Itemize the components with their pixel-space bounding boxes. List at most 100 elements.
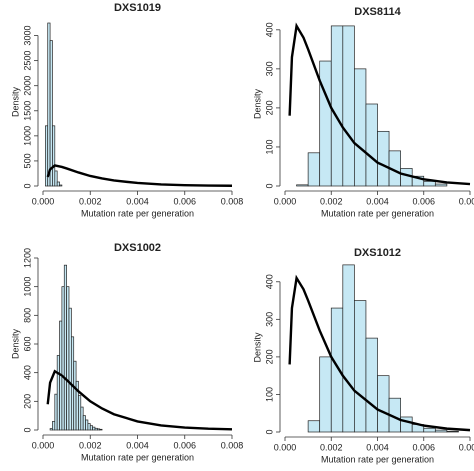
bar (354, 300, 367, 433)
x-tick-label: 0.002 (79, 440, 102, 450)
density-curve (288, 274, 471, 432)
bar (377, 375, 390, 433)
x-tick-label: 0.006 (412, 442, 435, 452)
y-tick-label: 100 (264, 139, 274, 154)
bar (342, 264, 355, 433)
bar (87, 423, 91, 431)
y-tick-label: 200 (264, 100, 274, 115)
panel-title: DXS1002 (114, 242, 161, 254)
bar (85, 419, 89, 431)
y-tick-label: 500 (22, 153, 32, 168)
bar (61, 286, 65, 431)
bar (446, 430, 459, 433)
bar (82, 415, 86, 431)
x-tick-label: 0.000 (32, 440, 55, 450)
y-tick-label: 1200 (22, 248, 32, 268)
x-tick-label: 0.006 (173, 196, 196, 206)
y-tick-label: 1000 (22, 126, 32, 146)
x-tick-label: 0.008 (459, 442, 474, 452)
y-axis-label: Density (10, 328, 20, 359)
bar (49, 428, 53, 431)
y-tick-label: 0 (264, 429, 274, 434)
bar (56, 181, 60, 187)
bar (47, 22, 51, 187)
bar (92, 426, 96, 431)
density-curve (288, 22, 471, 186)
x-tick-label: 0.008 (221, 440, 244, 450)
bar (73, 360, 77, 431)
panel: DXS1002 0.000 0.002 0.004 0.006 0.008 Mutation… (10, 242, 243, 462)
y-tick-label: 2000 (22, 76, 32, 96)
y-tick-label: 400 (264, 22, 274, 37)
x-tick-label: 0.006 (412, 196, 435, 206)
bar (330, 307, 344, 433)
y-tick-label: 200 (264, 349, 274, 364)
panel: DXS1019 0.000 0.002 0.004 0.006 0.008 Mutation… (10, 2, 243, 218)
bar (68, 307, 72, 431)
y-tick-label: 1000 (22, 277, 32, 297)
bar (365, 337, 378, 433)
bar (54, 393, 58, 431)
x-tick-label: 0.000 (32, 196, 55, 206)
panel-title: DXS8114 (354, 6, 401, 18)
panel-title: DXS1012 (354, 247, 401, 259)
bar (96, 428, 101, 431)
bar (52, 125, 56, 187)
x-tick-label: 0.000 (274, 442, 297, 452)
x-tick-label: 0.000 (274, 196, 297, 206)
y-tick-label: 0 (22, 427, 32, 432)
y-tick-label: 100 (264, 387, 274, 402)
x-axis-label: Mutation rate per generation (81, 452, 194, 462)
x-tick-label: 0.002 (79, 196, 102, 206)
y-tick-label: 3000 (22, 26, 32, 46)
y-tick-label: 400 (22, 365, 32, 380)
bar (52, 421, 56, 431)
bar (63, 264, 67, 431)
y-tick-label: 200 (22, 394, 32, 409)
bar (434, 183, 448, 187)
y-tick-label: 400 (264, 274, 274, 289)
bar (307, 420, 321, 433)
bar (59, 184, 63, 187)
y-tick-label: 600 (22, 336, 32, 351)
density-curve (46, 164, 233, 187)
bar (330, 25, 344, 187)
y-tick-label: 800 (22, 308, 32, 323)
x-tick-label: 0.004 (366, 196, 389, 206)
x-axis-label: Mutation rate per generation (321, 208, 434, 218)
y-axis-label: Density (252, 88, 262, 119)
y-axis-label: Density (10, 86, 20, 117)
bar (319, 60, 332, 187)
bar (307, 152, 321, 187)
x-tick-label: 0.002 (320, 196, 343, 206)
bar (49, 40, 53, 187)
density-curve (46, 369, 233, 431)
bar (365, 103, 378, 187)
bar (319, 356, 332, 433)
x-tick-label: 0.008 (459, 196, 474, 206)
bar (89, 425, 93, 431)
y-tick-label: 0 (22, 183, 32, 188)
y-axis-label: Density (252, 332, 262, 363)
y-tick-label: 1500 (22, 101, 32, 121)
x-tick-label: 0.006 (173, 440, 196, 450)
x-tick-label: 0.004 (126, 440, 149, 450)
x-tick-label: 0.002 (320, 442, 343, 452)
x-tick-label: 0.008 (221, 196, 244, 206)
bar (423, 427, 436, 433)
bar (423, 180, 436, 187)
x-tick-label: 0.004 (126, 196, 149, 206)
bar (80, 406, 84, 431)
panel: DXS1012 0.000 0.002 0.004 0.006 0.008 Mutation… (252, 247, 474, 464)
y-tick-label: 2500 (22, 51, 32, 71)
y-tick-label: 300 (264, 312, 274, 327)
y-tick-label: 0 (264, 183, 274, 188)
x-axis-label: Mutation rate per generation (321, 454, 434, 464)
bar (45, 125, 49, 187)
bar (354, 68, 367, 187)
x-axis-label: Mutation rate per generation (81, 208, 194, 218)
bar (78, 395, 82, 431)
panel-title: DXS1019 (114, 2, 161, 14)
bar (66, 286, 70, 431)
